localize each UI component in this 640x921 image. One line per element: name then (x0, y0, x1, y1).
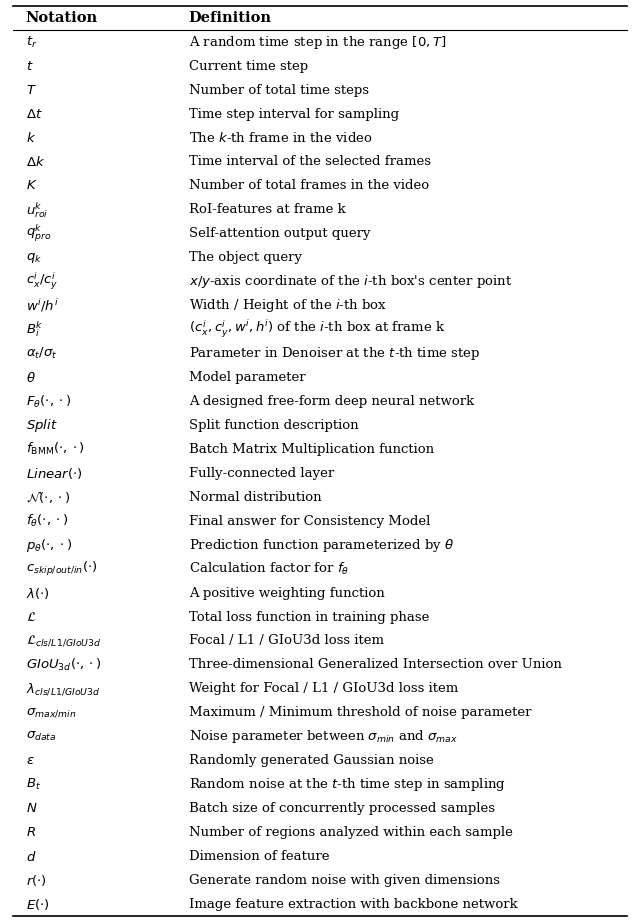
Text: $\lambda(\cdot)$: $\lambda(\cdot)$ (26, 586, 49, 600)
Text: Definition: Definition (189, 11, 272, 26)
Text: $k$: $k$ (26, 131, 36, 145)
Text: $w^i/h^i$: $w^i/h^i$ (26, 297, 58, 314)
Text: $\lambda_{cls/L1/GIoU3d}$: $\lambda_{cls/L1/GIoU3d}$ (26, 681, 100, 696)
Text: $\sigma_{max/min}$: $\sigma_{max/min}$ (26, 706, 76, 719)
Text: $R$: $R$ (26, 826, 36, 839)
Text: Parameter in Denoiser at the $t$-th time step: Parameter in Denoiser at the $t$-th time… (189, 345, 481, 362)
Text: Split function description: Split function description (189, 419, 358, 432)
Text: Width / Height of the $i$-th box: Width / Height of the $i$-th box (189, 297, 387, 314)
Text: Fully-connected layer: Fully-connected layer (189, 467, 334, 480)
Text: The $k$-th frame in the video: The $k$-th frame in the video (189, 131, 372, 145)
Text: Calculation factor for $f_\theta$: Calculation factor for $f_\theta$ (189, 561, 349, 577)
Text: $\Delta k$: $\Delta k$ (26, 155, 45, 169)
Text: $\mathcal{L}_{cls/L1/GIoU3d}$: $\mathcal{L}_{cls/L1/GIoU3d}$ (26, 634, 101, 648)
Text: $c_{skip/out/in}(\cdot)$: $c_{skip/out/in}(\cdot)$ (26, 560, 97, 578)
Text: $t$: $t$ (26, 60, 33, 73)
Text: $\Delta t$: $\Delta t$ (26, 108, 42, 121)
Text: Number of regions analyzed within each sample: Number of regions analyzed within each s… (189, 826, 513, 839)
Text: $E(\cdot)$: $E(\cdot)$ (26, 897, 49, 912)
Text: RoI-features at frame k: RoI-features at frame k (189, 204, 346, 216)
Text: $u_{roi}^k$: $u_{roi}^k$ (26, 200, 48, 220)
Text: Focal / L1 / GIoU3d loss item: Focal / L1 / GIoU3d loss item (189, 635, 384, 647)
Text: Total loss function in training phase: Total loss function in training phase (189, 611, 429, 624)
Text: $\epsilon$: $\epsilon$ (26, 754, 35, 767)
Text: Time step interval for sampling: Time step interval for sampling (189, 108, 399, 121)
Text: Image feature extraction with backbone network: Image feature extraction with backbone n… (189, 898, 518, 911)
Text: Number of total frames in the video: Number of total frames in the video (189, 180, 429, 192)
Text: Batch size of concurrently processed samples: Batch size of concurrently processed sam… (189, 802, 495, 815)
Text: Final answer for Consistency Model: Final answer for Consistency Model (189, 515, 430, 528)
Text: A designed free-form deep neural network: A designed free-form deep neural network (189, 395, 474, 408)
Text: $q_{pro}^k$: $q_{pro}^k$ (26, 223, 51, 244)
Text: $r(\cdot)$: $r(\cdot)$ (26, 873, 47, 888)
Text: Notation: Notation (26, 11, 98, 26)
Text: $\sigma_{data}$: $\sigma_{data}$ (26, 730, 56, 743)
Text: Self-attention output query: Self-attention output query (189, 227, 371, 240)
Text: Model parameter: Model parameter (189, 371, 305, 384)
Text: $\mathcal{N}(\cdot,\cdot)$: $\mathcal{N}(\cdot,\cdot)$ (26, 489, 70, 506)
Text: $B_i^k$: $B_i^k$ (26, 320, 43, 340)
Text: $t_r$: $t_r$ (26, 35, 37, 50)
Text: Current time step: Current time step (189, 60, 308, 73)
Text: A positive weighting function: A positive weighting function (189, 587, 385, 600)
Text: Time interval of the selected frames: Time interval of the selected frames (189, 156, 431, 169)
Text: $p_\theta(\cdot,\cdot)$: $p_\theta(\cdot,\cdot)$ (26, 537, 72, 554)
Text: $K$: $K$ (26, 180, 37, 192)
Text: $\mathit{GIoU}_{3d}(\cdot,\cdot)$: $\mathit{GIoU}_{3d}(\cdot,\cdot)$ (26, 657, 101, 673)
Text: Weight for Focal / L1 / GIoU3d loss item: Weight for Focal / L1 / GIoU3d loss item (189, 682, 458, 695)
Text: $q_k$: $q_k$ (26, 251, 42, 264)
Text: $\mathcal{L}$: $\mathcal{L}$ (26, 611, 36, 624)
Text: Randomly generated Gaussian noise: Randomly generated Gaussian noise (189, 754, 433, 767)
Text: The object query: The object query (189, 251, 302, 264)
Text: $\mathit{Linear}(\cdot)$: $\mathit{Linear}(\cdot)$ (26, 466, 82, 481)
Text: $f_{\mathrm{BMM}}(\cdot,\cdot)$: $f_{\mathrm{BMM}}(\cdot,\cdot)$ (26, 441, 84, 458)
Text: $N$: $N$ (26, 802, 37, 815)
Text: Number of total time steps: Number of total time steps (189, 84, 369, 97)
Text: $x/y$-axis coordinate of the $i$-th box's center point: $x/y$-axis coordinate of the $i$-th box'… (189, 274, 512, 290)
Text: A random time step in the range $[0, T]$: A random time step in the range $[0, T]$ (189, 34, 446, 51)
Text: $d$: $d$ (26, 849, 36, 864)
Text: $F_\theta(\cdot,\cdot)$: $F_\theta(\cdot,\cdot)$ (26, 393, 71, 410)
Text: $B_t$: $B_t$ (26, 777, 40, 792)
Text: Batch Matrix Multiplication function: Batch Matrix Multiplication function (189, 443, 434, 456)
Text: Prediction function parameterized by $\theta$: Prediction function parameterized by $\t… (189, 537, 454, 554)
Text: Three-dimensional Generalized Intersection over Union: Three-dimensional Generalized Intersecti… (189, 659, 562, 671)
Text: $T$: $T$ (26, 84, 36, 97)
Text: $\alpha_t/\sigma_t$: $\alpha_t/\sigma_t$ (26, 346, 57, 361)
Text: $f_\theta(\cdot,\cdot)$: $f_\theta(\cdot,\cdot)$ (26, 513, 68, 530)
Text: Noise parameter between $\sigma_{min}$ and $\sigma_{max}$: Noise parameter between $\sigma_{min}$ a… (189, 729, 458, 745)
Text: Dimension of feature: Dimension of feature (189, 850, 330, 863)
Text: Generate random noise with given dimensions: Generate random noise with given dimensi… (189, 874, 500, 887)
Text: $c_x^i/c_y^i$: $c_x^i/c_y^i$ (26, 271, 58, 292)
Text: $(c_x^i, c_y^i, w^i, h^i)$ of the $i$-th box at frame k: $(c_x^i, c_y^i, w^i, h^i)$ of the $i$-th… (189, 319, 445, 340)
Text: Maximum / Minimum threshold of noise parameter: Maximum / Minimum threshold of noise par… (189, 706, 531, 719)
Text: $\mathit{Split}$: $\mathit{Split}$ (26, 417, 58, 434)
Text: Normal distribution: Normal distribution (189, 491, 321, 504)
Text: $\theta$: $\theta$ (26, 370, 35, 385)
Text: Random noise at the $t$-th time step in sampling: Random noise at the $t$-th time step in … (189, 776, 506, 793)
